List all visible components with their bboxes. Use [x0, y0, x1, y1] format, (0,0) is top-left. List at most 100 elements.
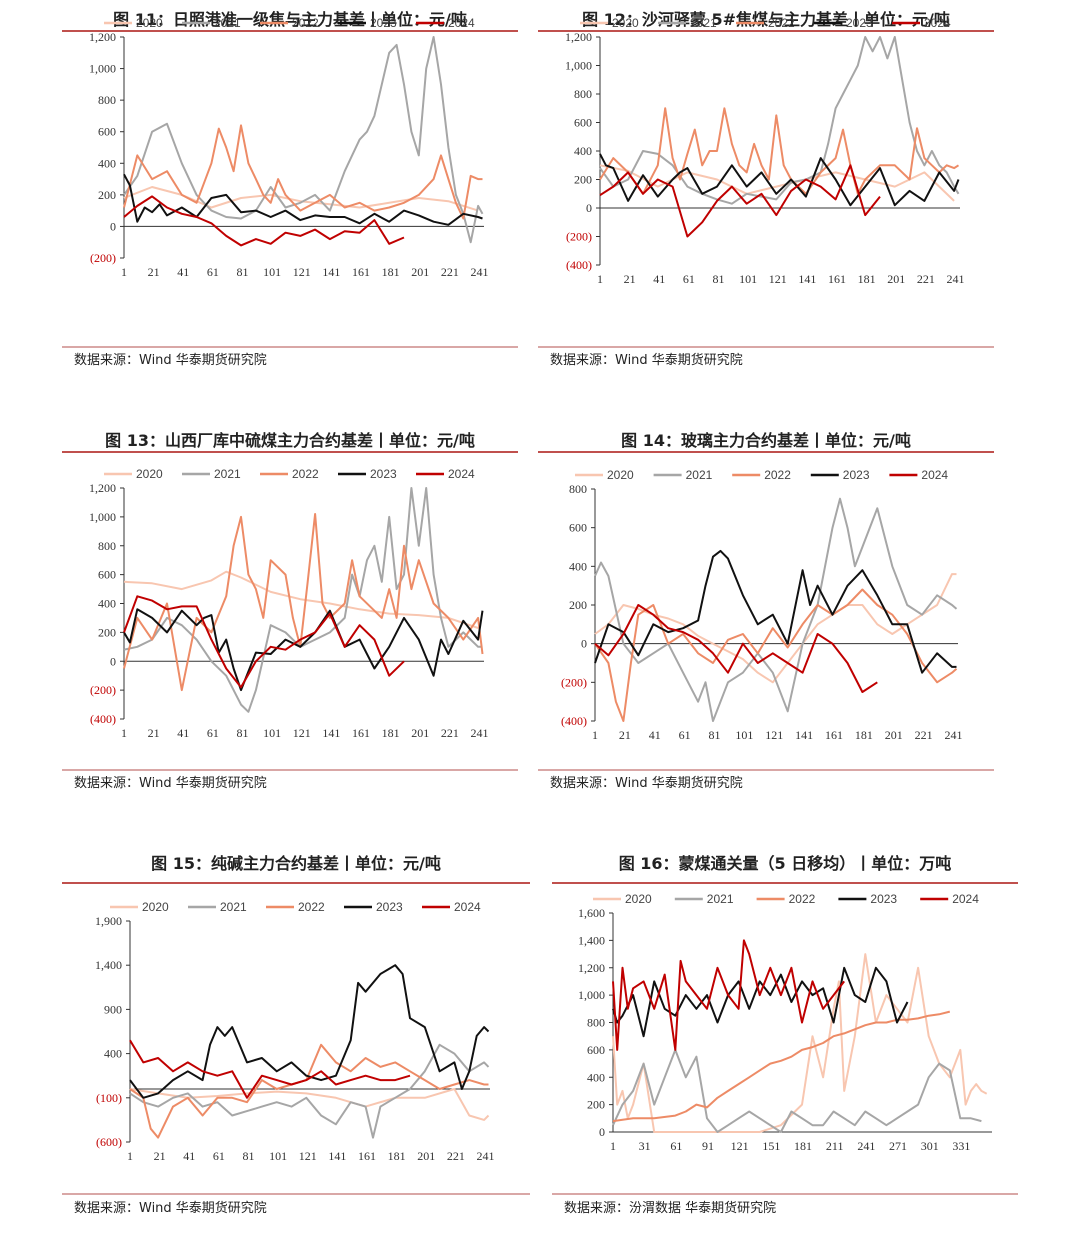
legend-label: 2022: [292, 467, 319, 481]
source-rule: [62, 346, 518, 348]
legend-label: 2023: [376, 900, 403, 914]
chart-panel-15: 图 15：纯碱主力合约基差丨单位：元/吨 2020 2021 2022 2023 202…: [62, 843, 530, 1223]
legend-label: 2024: [921, 468, 948, 482]
legend-label: 2022: [764, 468, 791, 482]
legend-label: 2021: [686, 468, 713, 482]
x-tick-label: 101: [269, 1149, 287, 1163]
x-tick-label: 201: [417, 1149, 435, 1163]
chart-11: 2020 2021 2022 2023 2024 (200) 0 200 400 600 800 1,…: [89, 16, 489, 279]
y-tick-label: 800: [98, 93, 116, 107]
y-tick-label: 400: [98, 156, 116, 170]
series-line-2022: [599, 107, 960, 195]
y-tick-label: (200): [90, 251, 116, 265]
x-tick-label: 1: [121, 726, 127, 740]
y-tick-label: 900: [104, 1002, 122, 1016]
x-tick-label: 121: [765, 728, 783, 742]
series-line-2023: [123, 608, 484, 692]
legend-label: 2023: [846, 16, 873, 30]
data-source: 数据来源：Wind 华泰期货研究院: [74, 1201, 267, 1216]
y-tick-label: 200: [574, 173, 592, 187]
title-rule: [538, 30, 994, 32]
source-rule: [552, 1193, 1018, 1195]
x-tick-label: 181: [382, 265, 400, 279]
data-source: 数据来源：Wind 华泰期货研究院: [550, 776, 743, 791]
x-tick-label: 141: [795, 728, 813, 742]
y-tick-label: 1,400: [95, 958, 122, 972]
x-tick-label: 201: [885, 728, 903, 742]
y-tick-label: 600: [569, 521, 587, 535]
title-rule: [552, 882, 1018, 884]
legend-label: 2020: [136, 16, 163, 30]
x-tick-label: 101: [263, 726, 281, 740]
legend-label: 2021: [214, 16, 241, 30]
y-tick-label: 1,600: [578, 906, 605, 920]
x-tick-label: 181: [382, 726, 400, 740]
x-tick-label: 141: [798, 272, 816, 286]
x-tick-label: 1: [592, 728, 598, 742]
x-tick-label: 21: [148, 265, 160, 279]
x-tick-label: 181: [855, 728, 873, 742]
y-tick-label: 1,900: [95, 914, 122, 928]
x-tick-label: 151: [762, 1139, 780, 1153]
y-tick-label: 200: [587, 1098, 605, 1112]
x-tick-label: 81: [243, 1149, 255, 1163]
legend-label: 2022: [298, 900, 325, 914]
y-tick-label: (400): [566, 258, 592, 272]
series-line-2024: [599, 164, 881, 238]
x-tick-label: 221: [441, 726, 459, 740]
legend-label: 2020: [612, 16, 639, 30]
series-line-2022: [123, 124, 483, 220]
x-tick-label: 301: [921, 1139, 939, 1153]
series-line-2021: [599, 36, 960, 205]
legend-label: 2020: [607, 468, 634, 482]
legend-label: 2024: [448, 467, 475, 481]
chart-15: 2020 2021 2022 2023 2024 (600) (100) 400 900 1,40…: [95, 900, 495, 1163]
chart-panel-11: 图 11：日照港准一级焦与主力基差丨单位：元/吨 2020 2021 2022 202…: [62, 0, 518, 380]
x-tick-label: 41: [177, 265, 189, 279]
x-tick-label: 21: [624, 272, 636, 286]
x-tick-label: 201: [411, 726, 429, 740]
data-source: 数据来源：Wind 华泰期货研究院: [550, 353, 743, 368]
x-tick-label: 61: [213, 1149, 225, 1163]
x-tick-label: 41: [653, 272, 665, 286]
x-tick-label: 241: [471, 726, 489, 740]
y-tick-label: 1,000: [89, 510, 116, 524]
legend-label: 2024: [454, 900, 481, 914]
y-tick-label: 0: [110, 219, 116, 233]
series-line-2024: [594, 604, 878, 693]
x-tick-label: 101: [735, 728, 753, 742]
y-tick-label: 400: [569, 559, 587, 573]
series-line-2021: [594, 497, 958, 722]
y-tick-label: 0: [586, 201, 592, 215]
title-rule: [538, 451, 994, 453]
x-tick-label: 81: [709, 728, 721, 742]
x-tick-label: 141: [328, 1149, 346, 1163]
y-tick-label: 0: [110, 654, 116, 668]
y-tick-label: 600: [574, 116, 592, 130]
chart-13: 2020 2021 2022 2023 2024 (400) (200) 0 200 400 600…: [89, 467, 489, 740]
y-tick-label: (200): [561, 675, 587, 689]
x-tick-label: 221: [447, 1149, 465, 1163]
chart-panel-16: 图 16：蒙煤通关量（5 日移均）丨单位：万吨 2020 2021 2022 2023…: [552, 843, 1018, 1223]
y-tick-label: (400): [561, 714, 587, 728]
series-line-2023: [123, 173, 483, 226]
source-rule: [538, 769, 994, 771]
y-tick-label: 200: [98, 625, 116, 639]
x-tick-label: 21: [154, 1149, 166, 1163]
series-line-2023: [612, 966, 909, 1038]
x-tick-label: 1: [127, 1149, 133, 1163]
x-tick-label: 81: [713, 272, 725, 286]
x-tick-label: 101: [263, 265, 281, 279]
y-tick-label: 0: [599, 1125, 605, 1139]
series-line-2022: [612, 1010, 951, 1123]
x-tick-label: 31: [639, 1139, 651, 1153]
y-tick-label: 600: [98, 125, 116, 139]
x-tick-label: 61: [670, 1139, 682, 1153]
y-tick-label: (100): [96, 1091, 122, 1105]
y-tick-label: (200): [90, 683, 116, 697]
x-tick-label: 21: [619, 728, 631, 742]
y-tick-label: 800: [587, 1016, 605, 1030]
legend-label: 2024: [952, 892, 979, 906]
x-tick-label: 41: [649, 728, 661, 742]
x-tick-label: 61: [207, 265, 219, 279]
